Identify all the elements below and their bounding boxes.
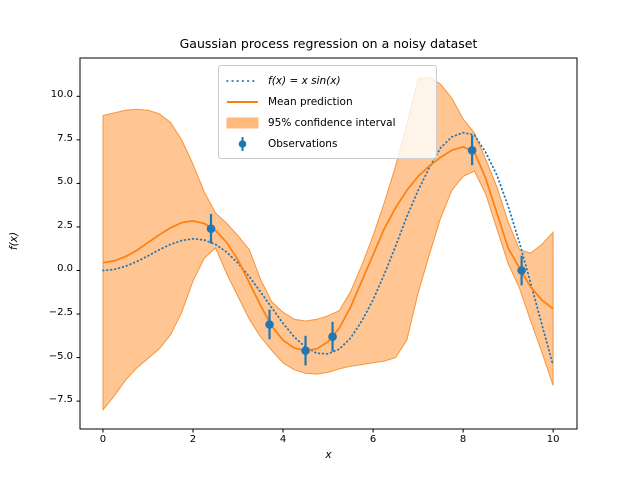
observation-point: [517, 266, 526, 275]
band-patch-icon: [226, 115, 259, 131]
y-tick-label: 7.5: [57, 132, 73, 144]
x-tick-label: 4: [279, 434, 287, 445]
errorbar-swatch-dot: [238, 139, 247, 148]
legend-label: 95% confidence interval: [268, 116, 396, 129]
x-tick-label: 2: [189, 434, 197, 445]
true-function-line: [102, 131, 554, 367]
y-tick-label: 10.0: [50, 89, 73, 101]
x-tick-label: 0: [99, 434, 107, 445]
y-tick-label: −7.5: [48, 394, 73, 406]
confidence-band: [102, 76, 554, 412]
y-tick-label: −5.0: [48, 350, 73, 362]
observation-point: [467, 146, 477, 155]
y-tick-label: 5.0: [57, 176, 73, 188]
x-tick-label: 10: [546, 434, 560, 445]
axes-spines: [79, 57, 578, 430]
observation-point: [328, 332, 337, 341]
x-tick-label: 6: [369, 434, 377, 445]
band-swatch: [226, 117, 259, 128]
dotted-line-icon: [226, 73, 259, 89]
legend-entry-solid-line: Mean prediction: [226, 91, 428, 112]
observation-point: [301, 346, 310, 355]
mean-prediction-line: [102, 145, 554, 352]
legend-entry-dotted-line: f(x) = x sin(x): [226, 70, 428, 91]
chart-title: Gaussian process regression on a noisy d…: [179, 36, 478, 51]
legend-entry-errorbar-marker: Observations: [226, 133, 428, 154]
legend: f(x) = x sin(x) Mean prediction 95% confid…: [218, 65, 437, 159]
legend-label: Mean prediction: [268, 95, 353, 108]
x-axis-label: x: [325, 449, 332, 461]
observation-point: [206, 224, 216, 233]
observation-point: [265, 320, 274, 329]
x-tick-label: 8: [459, 434, 467, 445]
y-tick-label: −2.5: [48, 307, 73, 319]
y-axis-label: f(x): [8, 231, 20, 251]
solid-line-icon: [226, 94, 259, 110]
legend-label: Observations: [268, 137, 338, 150]
legend-label: f(x) = x sin(x): [268, 74, 341, 87]
errorbar-marker-icon: [226, 136, 259, 152]
y-tick-label: 2.5: [57, 219, 73, 231]
legend-entry-band-patch: 95% confidence interval: [226, 112, 428, 133]
y-tick-label: 0.0: [57, 263, 73, 275]
